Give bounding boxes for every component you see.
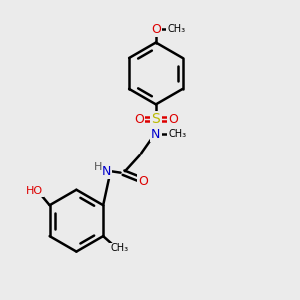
Text: S: S: [152, 112, 160, 126]
Text: O: O: [138, 175, 148, 188]
Text: O: O: [134, 112, 144, 126]
Text: O: O: [151, 23, 161, 36]
Text: HO: HO: [26, 186, 43, 196]
Text: H: H: [93, 162, 102, 172]
Text: N: N: [151, 128, 160, 141]
Text: CH₃: CH₃: [168, 129, 186, 140]
Text: N: N: [102, 165, 111, 178]
Text: CH₃: CH₃: [110, 244, 128, 254]
Text: O: O: [168, 112, 178, 126]
Text: CH₃: CH₃: [167, 24, 186, 34]
